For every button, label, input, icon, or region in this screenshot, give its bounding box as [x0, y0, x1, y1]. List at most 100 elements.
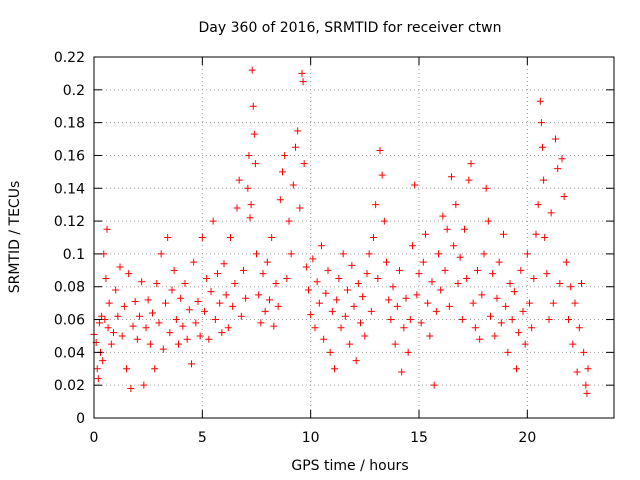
data-point [476, 335, 484, 343]
data-point [400, 324, 408, 332]
data-point [281, 151, 289, 159]
data-point [445, 302, 453, 310]
data-point [458, 316, 466, 324]
data-point [385, 296, 393, 304]
data-point [532, 230, 540, 238]
data-point [155, 319, 163, 327]
data-point [116, 263, 124, 271]
data-point [584, 365, 592, 373]
data-point [389, 283, 397, 291]
data-point [98, 312, 106, 320]
data-point [493, 294, 501, 302]
data-point [227, 234, 234, 241]
data-point [461, 225, 468, 233]
data-point [248, 66, 256, 74]
data-point [233, 204, 241, 212]
data-point [244, 184, 252, 192]
data-point [205, 335, 213, 343]
data-point [263, 258, 271, 266]
data-point [540, 176, 548, 184]
data-point [534, 201, 542, 209]
data-point [354, 279, 362, 287]
data-point [285, 217, 293, 225]
data-point [292, 143, 299, 151]
data-point [552, 135, 559, 143]
data-point [247, 201, 255, 209]
data-point [508, 316, 516, 324]
data-point [259, 270, 267, 278]
y-tick-label: 0.08 [54, 280, 85, 296]
data-point [404, 348, 412, 356]
x-tick-label: 5 [198, 430, 207, 446]
data-points [90, 66, 592, 397]
data-point [102, 275, 110, 283]
data-point [417, 319, 425, 327]
data-point [179, 322, 187, 330]
data-point [344, 286, 351, 294]
data-point [157, 250, 165, 258]
data-point [556, 279, 564, 287]
data-point [562, 258, 570, 266]
data-point [510, 288, 518, 296]
data-point [120, 302, 128, 310]
data-point [359, 293, 367, 301]
data-point [506, 279, 514, 287]
data-point [110, 329, 117, 337]
data-point [521, 340, 529, 348]
y-tick-label: 0.16 [54, 148, 85, 164]
y-tick-label: 0.22 [54, 50, 85, 66]
axes: 0 0.02 0.04 0.06 0.08 0.1 0.12 0.14 0.16 0.18 0.2 0… [54, 50, 614, 446]
data-point [497, 319, 505, 327]
data-point [211, 316, 219, 324]
data-point [153, 279, 161, 287]
data-point [140, 381, 148, 389]
data-point [415, 270, 423, 278]
y-tick-label: 0.14 [54, 181, 85, 197]
data-point [502, 302, 510, 310]
data-point [328, 307, 336, 315]
data-point [177, 294, 185, 302]
data-point [185, 306, 193, 314]
data-point [558, 155, 566, 163]
data-point [218, 329, 226, 337]
data-point [504, 348, 512, 356]
grid-lines [94, 57, 614, 418]
data-point [515, 329, 523, 337]
data-point [333, 296, 341, 304]
data-point [469, 299, 477, 307]
data-point [545, 316, 553, 324]
data-point [573, 368, 581, 376]
data-point [478, 291, 486, 299]
data-point [582, 381, 590, 389]
data-point [474, 266, 481, 274]
x-tick-label: 10 [302, 430, 320, 446]
data-point [324, 266, 332, 274]
plot-frame [93, 56, 615, 419]
y-axis-label: SRMTID / TECUs [7, 181, 23, 294]
data-point [283, 275, 291, 283]
data-point [365, 250, 373, 258]
data-point [443, 225, 451, 233]
data-point [523, 250, 531, 258]
data-point [255, 291, 263, 299]
data-point [331, 365, 338, 373]
data-point [194, 297, 202, 305]
data-point [413, 291, 421, 299]
data-point [526, 299, 533, 307]
data-point [162, 299, 169, 307]
data-point [567, 283, 575, 291]
data-point [279, 168, 286, 176]
data-point [192, 319, 200, 327]
data-point [513, 365, 520, 373]
data-point [326, 348, 334, 356]
data-point [246, 214, 254, 222]
data-point [101, 316, 109, 324]
data-point [231, 279, 239, 287]
data-point [216, 299, 224, 307]
data-point [383, 258, 390, 266]
data-point [133, 335, 141, 343]
data-point [298, 69, 306, 77]
data-point [543, 270, 551, 278]
data-point [380, 217, 388, 225]
data-point [541, 234, 549, 241]
